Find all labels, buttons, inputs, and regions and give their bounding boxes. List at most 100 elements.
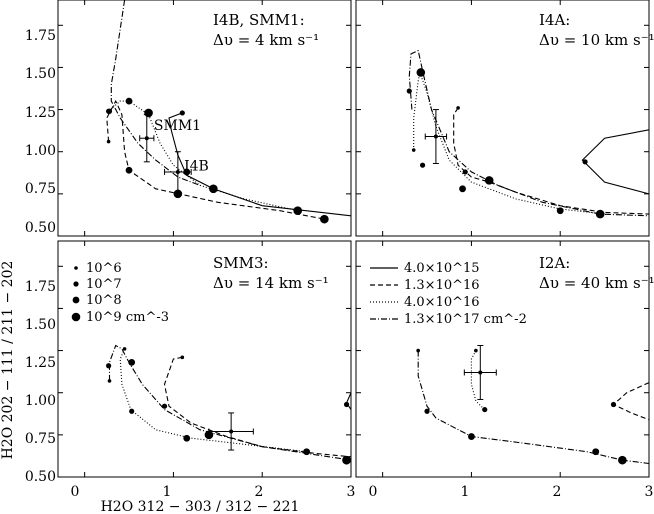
- panel-plot-area: [106, 0, 351, 224]
- panel-title-smm3-line2: Δυ = 14 km s⁻¹: [213, 274, 329, 292]
- density-marker: [122, 347, 127, 351]
- series-line-dotted: [108, 100, 298, 212]
- panel-frame: [57, 0, 352, 237]
- series-line-dotted: [413, 70, 605, 215]
- annotation-label: SMM1: [154, 118, 201, 134]
- panels-layer: SMM1 I4B: [57, 0, 650, 478]
- density-marker: [582, 159, 588, 165]
- legend-label-4e15: 4.0×10^15: [404, 261, 480, 276]
- panel-title-i2a-line2: Δυ = 40 km s⁻¹: [539, 274, 654, 292]
- density-marker: [424, 408, 430, 414]
- y-tick-label: 1.00: [25, 393, 56, 409]
- observation-point: [175, 169, 180, 174]
- panel-smm3: [57, 240, 352, 478]
- density-marker: [303, 448, 311, 456]
- observation-point: [478, 370, 483, 375]
- legend-label-1e6: 10^6: [86, 261, 122, 276]
- density-marker: [459, 185, 466, 193]
- legend-label-1e7: 10^7: [86, 277, 122, 292]
- density-marker: [320, 214, 329, 224]
- series-line-dashed: [612, 382, 649, 421]
- panel-frame: [57, 240, 352, 478]
- density-marker: [468, 433, 475, 440]
- panel-title-i2a-line1: I2A:: [539, 254, 570, 272]
- x-tick-label: 2: [553, 484, 562, 500]
- panel-frame: [355, 240, 650, 478]
- y-tick-label: 1.50: [25, 66, 56, 82]
- observation-point: [144, 136, 149, 141]
- legend-marker-1e9: [71, 312, 81, 322]
- series-line-dashed: [453, 107, 649, 215]
- legend-marker-1e7: [73, 281, 79, 287]
- density-marker: [179, 110, 185, 116]
- density-marker: [125, 166, 133, 174]
- y-tick-label: 1.75: [25, 279, 56, 295]
- x-tick-labels-left: 0 1 2 3: [71, 484, 356, 500]
- density-marker: [183, 434, 191, 442]
- density-marker: [474, 348, 478, 353]
- series-line-dashdot: [408, 49, 649, 217]
- panel-i4a: [355, 0, 650, 237]
- x-tick-label: 1: [461, 484, 470, 500]
- legend-label-1.3e16: 1.3×10^16: [404, 278, 480, 293]
- y-tick-label: 1.00: [25, 143, 56, 159]
- y-tick-labels-top: 0.50 0.75 1.00 1.25 1.50 1.75: [25, 28, 56, 236]
- x-tick-label: 3: [347, 484, 356, 500]
- y-axis-label: H2O 202 − 111 / 211 − 202: [0, 261, 16, 460]
- density-marker: [595, 209, 605, 219]
- density-marker: [106, 139, 111, 144]
- y-tick-label: 1.75: [25, 28, 56, 44]
- density-marker: [125, 97, 133, 105]
- panel-title-i4a-line2: Δυ = 10 km s⁻¹: [539, 31, 654, 49]
- density-marker: [482, 406, 488, 413]
- density-marker: [416, 348, 420, 353]
- density-marker: [610, 401, 617, 408]
- density-marker: [129, 408, 135, 414]
- density-marker: [406, 88, 412, 94]
- panel-title-smm3-line1: SMM3:: [213, 254, 269, 272]
- panel-i2a: [355, 240, 650, 478]
- legend-marker-1e8: [72, 296, 80, 304]
- panel-title-i4b-line1: I4B, SMM1:: [213, 11, 305, 29]
- panel-plot-area: [106, 344, 351, 465]
- x-tick-label: 2: [255, 484, 264, 500]
- y-tick-label: 0.50: [25, 469, 56, 485]
- density-marker: [106, 108, 112, 114]
- density-marker: [419, 162, 426, 168]
- panel-title-i4b-line2: Δυ = 4 km s⁻¹: [213, 31, 319, 49]
- x-tick-labels-right: 0 1 2 3: [369, 484, 654, 500]
- density-marker: [484, 176, 494, 185]
- x-tick-label: 0: [369, 484, 378, 500]
- series-line-dashed: [163, 356, 351, 458]
- series-line-solid: [168, 112, 351, 217]
- legend-marker-1e6: [74, 266, 78, 270]
- panel-plot-area: [416, 345, 649, 465]
- density-marker: [128, 358, 136, 366]
- density-marker: [106, 363, 112, 369]
- x-tick-label: 0: [71, 484, 80, 500]
- density-marker: [462, 169, 468, 175]
- y-tick-label: 1.50: [25, 317, 56, 333]
- density-marker: [618, 455, 627, 465]
- y-tick-label: 0.75: [25, 181, 56, 197]
- panel-plot-area: [406, 49, 649, 219]
- density-marker: [343, 401, 350, 408]
- annotation-label: I4B: [184, 158, 209, 174]
- series-line-solid: [581, 129, 649, 195]
- y-tick-label: 0.75: [25, 431, 56, 447]
- y-tick-labels-bottom: 0.50 0.75 1.00 1.25 1.50 1.75: [25, 279, 56, 485]
- series-line-dashdot: [110, 0, 201, 186]
- x-axis-label: H2O 312 − 303 / 312 − 221: [101, 499, 300, 514]
- series-line-dotted: [470, 350, 486, 410]
- density-marker: [209, 184, 218, 194]
- panel-title-i4a-line1: I4A:: [539, 11, 570, 29]
- x-tick-label: 1: [163, 484, 172, 500]
- legend-density: 10^6 10^7 10^8 10^9 cm^-3: [71, 261, 169, 325]
- x-tick-label: 3: [645, 484, 654, 500]
- observation-point: [229, 429, 234, 434]
- series-line-dashed: [106, 99, 325, 220]
- density-marker: [144, 108, 153, 118]
- legend-label-1e8: 10^8: [86, 293, 122, 308]
- y-tick-label: 0.50: [25, 220, 56, 236]
